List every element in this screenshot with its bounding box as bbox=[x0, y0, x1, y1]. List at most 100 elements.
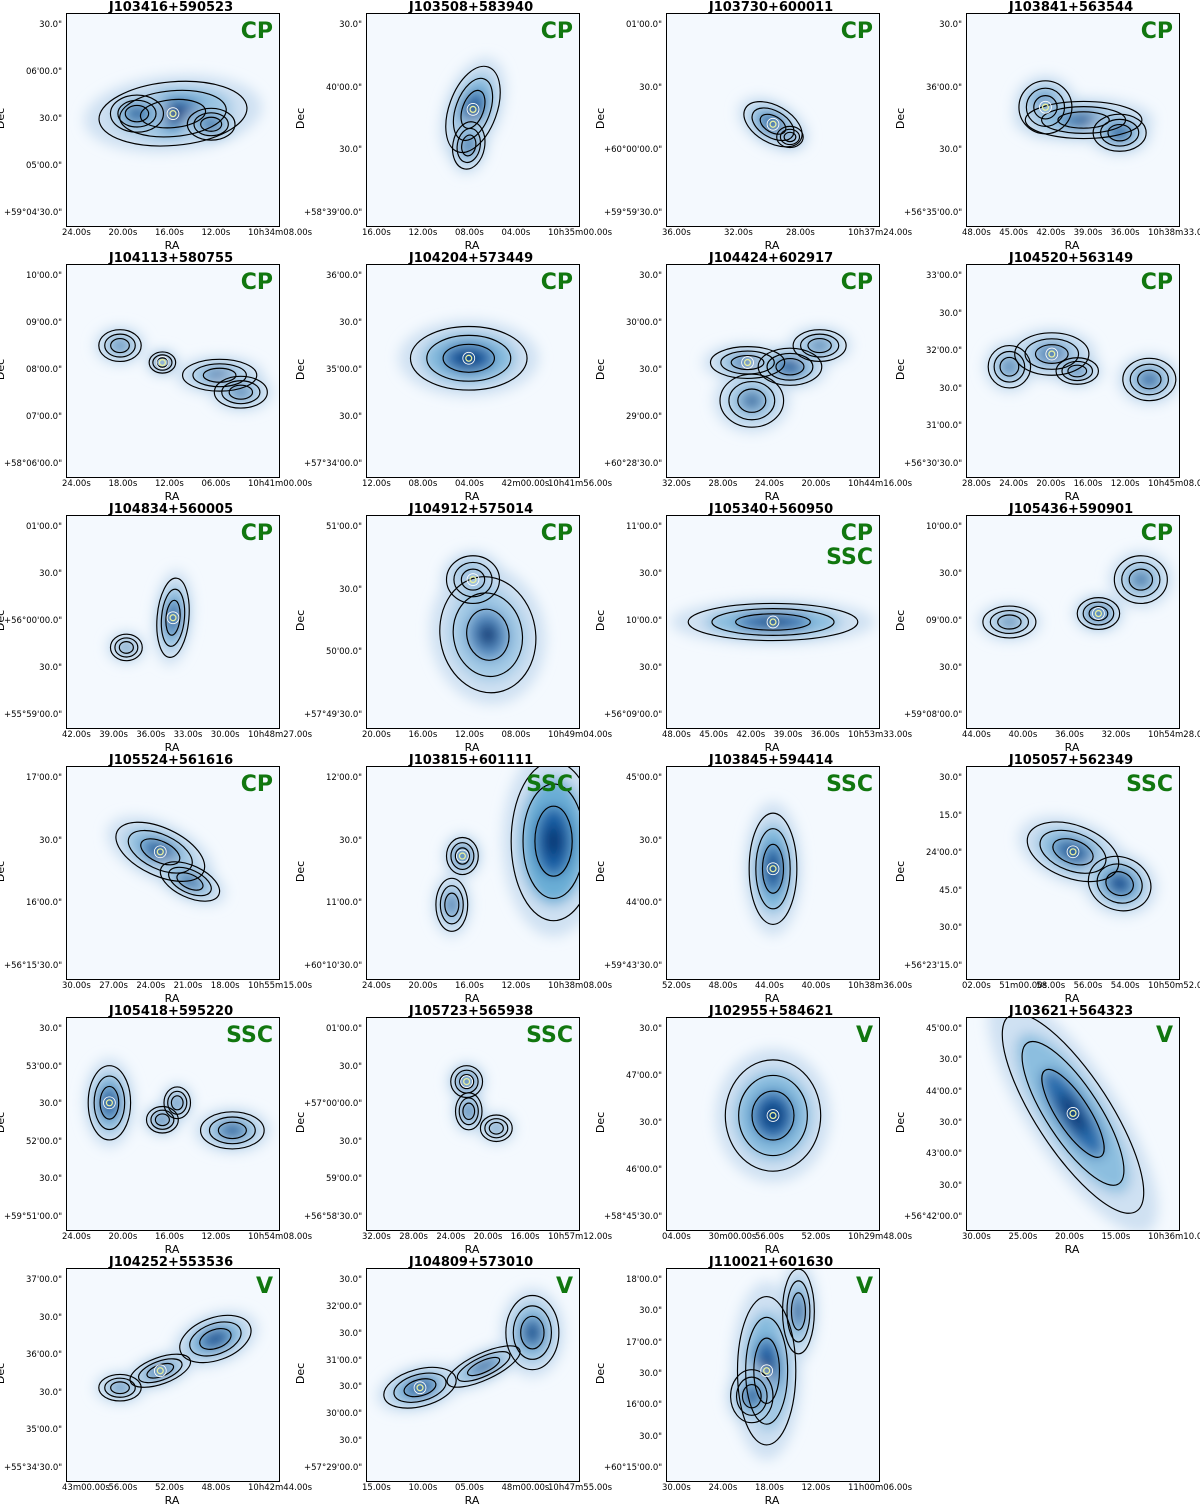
cutout-panel: J105524+561616 CP 17'00.0" 30.0" 16'00.0" +56… bbox=[0, 753, 312, 1005]
contour-line bbox=[442, 343, 495, 373]
x-tick-label: 16.00s bbox=[155, 1232, 184, 1242]
y-axis-label: Dec bbox=[594, 107, 608, 130]
emission-peak bbox=[545, 825, 563, 858]
y-axis-label: Dec bbox=[294, 1111, 308, 1134]
emission-peak bbox=[465, 140, 472, 151]
y-tick-label: 30.0" bbox=[339, 145, 362, 156]
classification-label: SSC bbox=[1126, 772, 1173, 797]
contour-lines bbox=[87, 1065, 265, 1150]
y-tick-label: 30.0" bbox=[39, 1174, 62, 1185]
core-contour bbox=[1039, 100, 1052, 114]
emission-peak bbox=[763, 1104, 783, 1127]
y-axis-label: Dec bbox=[594, 860, 608, 883]
y-axis-label: Dec bbox=[0, 1111, 8, 1134]
classification-badge: CP bbox=[541, 522, 573, 546]
panel-title: J103815+601111 bbox=[408, 753, 534, 768]
contour-line bbox=[199, 1111, 265, 1150]
x-tick-label: 30.00s bbox=[662, 1483, 691, 1493]
x-tick-label: 10h44m16.00s bbox=[848, 479, 913, 489]
contour-line bbox=[461, 134, 477, 157]
classification-badge: V bbox=[256, 1275, 273, 1299]
x-tick-label: 10h47m55.00s bbox=[548, 1483, 613, 1493]
x-axis-label: RA bbox=[764, 1494, 780, 1507]
y-axis-label: Dec bbox=[294, 609, 308, 632]
y-tick-label: +57°49'30.0" bbox=[304, 710, 363, 720]
x-axis-label: RA bbox=[764, 741, 780, 754]
y-tick-label: +56°15'30.0" bbox=[4, 961, 63, 971]
contour-line bbox=[118, 641, 134, 654]
contour-line bbox=[1088, 605, 1109, 622]
y-tick-label: 16'00.0" bbox=[26, 898, 62, 909]
x-axis-label: RA bbox=[164, 1243, 180, 1256]
contour-line bbox=[383, 1366, 457, 1409]
y-tick-label: 01'00.0" bbox=[626, 20, 662, 30]
core-contour bbox=[741, 356, 754, 369]
y-tick-label: 44'00.0" bbox=[926, 1086, 962, 1097]
y-tick-label: 30.0" bbox=[339, 412, 362, 422]
host-marker bbox=[169, 614, 177, 622]
contour-line bbox=[1113, 555, 1168, 605]
y-tick-label: 18'00.0" bbox=[626, 1275, 662, 1285]
x-tick-label: 36.00s bbox=[662, 228, 691, 238]
x-tick-label: 10h41m56.00s bbox=[548, 479, 613, 489]
map-canvas bbox=[67, 516, 279, 728]
contour-line bbox=[458, 1097, 479, 1126]
panel-title: J110021+601630 bbox=[708, 1255, 834, 1270]
contour-line bbox=[439, 885, 464, 925]
y-tick-label: 30.0" bbox=[639, 569, 662, 579]
x-tick-label: 04.00s bbox=[662, 1232, 691, 1242]
x-tick-label: 24.00s bbox=[62, 479, 91, 489]
core-contour bbox=[456, 849, 469, 863]
contour-line bbox=[1014, 332, 1090, 376]
contour-line bbox=[1039, 829, 1107, 874]
classification-badge: CP bbox=[241, 773, 273, 797]
x-tick-label: 20.00s bbox=[801, 479, 831, 489]
emission-peak bbox=[478, 623, 498, 647]
map-canvas bbox=[967, 14, 1179, 226]
y-tick-label: 30.0" bbox=[339, 318, 362, 328]
cutout-panel: J103416+590523 CP 30.0" 06'00.0" 30.0" 05'00.… bbox=[0, 0, 312, 252]
y-tick-label: 30.0" bbox=[639, 1024, 662, 1034]
y-tick-label: +56°00'00.0" bbox=[4, 616, 63, 626]
x-tick-label: 39.00s bbox=[773, 730, 803, 740]
x-axis-label: RA bbox=[764, 490, 780, 503]
contour-lines bbox=[409, 325, 528, 391]
x-axis-label: RA bbox=[1064, 741, 1080, 754]
y-axis-label: Dec bbox=[894, 358, 908, 381]
y-tick-label: 32'00.0" bbox=[926, 346, 962, 357]
x-axis-label: RA bbox=[164, 239, 180, 252]
x-tick-label: 43m00.00s bbox=[62, 1483, 110, 1493]
x-tick-label: 54.00s bbox=[1110, 981, 1140, 991]
cutout-panel: J102955+584621 V 30.0" 47'00.0" 30.0" 46'00.0… bbox=[594, 1004, 912, 1256]
classification-badge: CP SSC bbox=[826, 522, 873, 570]
emission-peak bbox=[174, 1099, 180, 1106]
contour-line bbox=[179, 1314, 252, 1364]
y-tick-label: +56°42'00.0" bbox=[904, 1212, 963, 1222]
emission-peak bbox=[1071, 116, 1096, 124]
y-tick-label: 51'00.0" bbox=[326, 522, 362, 532]
radio-image: CP SSC bbox=[666, 515, 880, 729]
contour-line bbox=[124, 104, 150, 123]
contour-line bbox=[129, 1353, 192, 1388]
classification-badge: SSC bbox=[526, 773, 573, 797]
contour-line bbox=[792, 329, 847, 363]
y-tick-label: 30.0" bbox=[939, 663, 962, 673]
contour-line bbox=[730, 354, 765, 371]
x-tick-label: 12.00s bbox=[155, 479, 184, 489]
y-tick-label: +60°28'30.0" bbox=[604, 459, 663, 469]
contour-line bbox=[479, 1114, 513, 1143]
cutout-panel: J103621+564323 V 45'00.0" 30.0" 44'00.0" 30.0… bbox=[894, 1004, 1200, 1256]
y-tick-label: 30.0" bbox=[39, 835, 62, 846]
core-contour bbox=[1066, 845, 1080, 859]
x-tick-label: 42m00.00s bbox=[501, 479, 550, 489]
y-tick-label: 30.0" bbox=[939, 1180, 962, 1191]
emission-heatmap bbox=[983, 328, 1179, 405]
contour-line bbox=[1026, 821, 1120, 883]
contour-line bbox=[460, 568, 486, 591]
y-tick-label: +55°59'00.0" bbox=[4, 710, 63, 720]
y-tick-label: 45'00.0" bbox=[926, 1024, 962, 1034]
panel-title: J104912+575014 bbox=[408, 502, 534, 517]
emission-peak bbox=[169, 609, 177, 626]
x-tick-label: 24.00s bbox=[136, 981, 166, 991]
contour-line bbox=[466, 608, 510, 661]
